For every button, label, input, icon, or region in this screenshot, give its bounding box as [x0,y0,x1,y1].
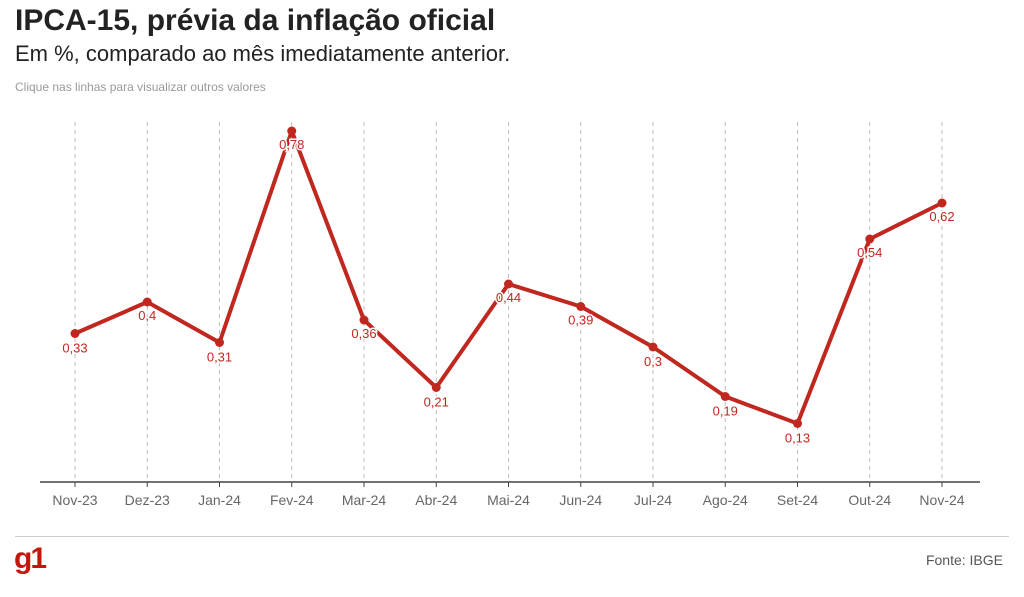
data-label: 0,62 [929,209,954,224]
g1-logo: g1 [14,542,47,575]
data-labels: 0,33 0,4 0,31 0,78 0,36 0,21 0,44 0,39 0,3 0,19 0,… [61,136,956,448]
data-point[interactable] [648,342,658,352]
data-label: 0,78 [279,137,304,152]
data-label: 0,39 [568,313,593,328]
data-label: 0,31 [207,350,232,365]
data-point[interactable] [576,302,586,311]
x-tick-label: Dez-23 [125,492,170,508]
x-tick-label: Jun-24 [559,492,602,508]
series-layer[interactable] [70,126,947,429]
data-point[interactable] [215,338,224,347]
x-tick-label: Abr-24 [415,492,457,508]
x-tick-label: Ago-24 [703,492,748,508]
data-point[interactable] [865,234,875,244]
data-label: 0,3 [644,354,662,369]
data-point[interactable] [287,126,297,136]
data-label: 0,19 [713,404,738,419]
x-tick-label: Set-24 [777,492,818,508]
data-label: 0,54 [857,245,882,260]
footer-divider [15,536,1009,537]
data-label: 0,21 [424,395,449,410]
data-point[interactable] [431,383,441,392]
data-label: 0,13 [785,431,810,446]
x-tick-label: Out-24 [848,492,891,508]
x-tick-label: Mai-24 [487,492,530,508]
x-tick-label: Nov-23 [52,492,97,508]
x-tick-label: Mar-24 [342,492,387,508]
data-label: 0,44 [496,290,521,305]
data-label: 0,4 [138,308,156,323]
x-tick-label: Nov-24 [919,492,964,508]
source-note: Fonte: IBGE [925,552,1003,568]
data-point[interactable] [504,279,513,289]
data-point[interactable] [359,315,369,325]
chart-hint: Clique nas linhas para visualizar outros… [15,80,266,94]
chart-title: IPCA-15, prévia da inflação oficial [15,4,496,37]
x-tick-label: Jan-24 [198,492,241,508]
data-point[interactable] [142,297,152,307]
x-tick-label: Fev-24 [270,492,314,508]
x-tick-labels: Nov-23 Dez-23 Jan-24 Fev-24 Mar-24 Abr-24 Mai-… [52,482,965,508]
data-label: 0,33 [62,341,87,356]
data-point[interactable] [793,419,802,428]
chart-subtitle: Em %, comparado ao mês imediatamente ant… [15,41,511,66]
data-label: 0,36 [351,326,376,341]
data-point[interactable] [720,392,730,401]
x-tick-label: Jul-24 [634,492,672,508]
grid-layer [74,122,943,482]
data-point[interactable] [70,329,80,338]
data-point[interactable] [937,198,947,208]
